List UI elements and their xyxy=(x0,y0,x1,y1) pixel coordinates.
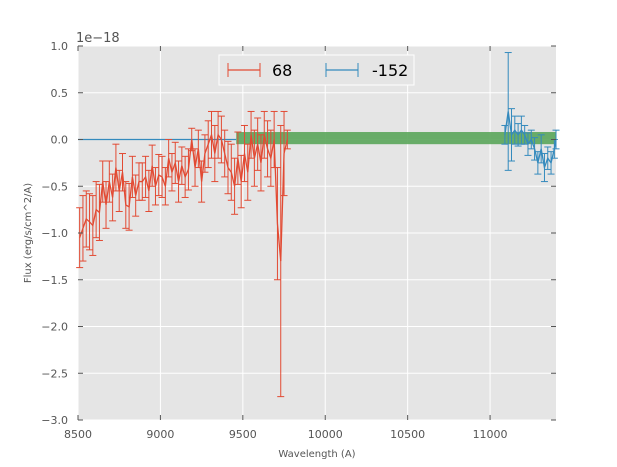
y-tick-label: 0.5 xyxy=(51,87,69,100)
x-tick-label: 11000 xyxy=(473,428,508,441)
y-axis-label: Flux (erg/s/cm^2/A) xyxy=(23,183,34,283)
y-tick-label: 0.0 xyxy=(51,134,69,147)
x-tick-label: 10000 xyxy=(308,428,343,441)
y-offset-label: 1e−18 xyxy=(76,31,120,46)
series-0 xyxy=(76,110,291,398)
y-tick-label: −3.0 xyxy=(41,414,68,427)
x-tick-label: 8500 xyxy=(64,428,92,441)
y-tick-label: 1.0 xyxy=(51,40,69,53)
series-line xyxy=(504,111,557,171)
x-tick-label: 9500 xyxy=(229,428,257,441)
x-axis-label: Wavelength (A) xyxy=(278,449,355,460)
y-tick-label: −2.5 xyxy=(41,367,68,380)
series-1 xyxy=(501,52,560,183)
y-tick-label: −2.0 xyxy=(41,321,68,334)
y-tick-label: −1.5 xyxy=(41,274,68,287)
series-line xyxy=(79,132,288,262)
series-layer xyxy=(76,52,560,398)
y-tick-label: −0.5 xyxy=(41,180,68,193)
y-tick-label: −1.0 xyxy=(41,227,68,240)
x-tick-label: 9000 xyxy=(146,428,174,441)
legend: 68 -152 xyxy=(218,54,415,86)
x-tick-label: 10500 xyxy=(390,428,425,441)
legend-label: 68 xyxy=(272,61,292,80)
tick-layer: 8500 9000 9500 10000 10500 11000 1.0 0.5 0.0 −0.5… xyxy=(41,40,556,441)
legend-label: -152 xyxy=(372,61,408,80)
band-rect xyxy=(236,132,556,145)
